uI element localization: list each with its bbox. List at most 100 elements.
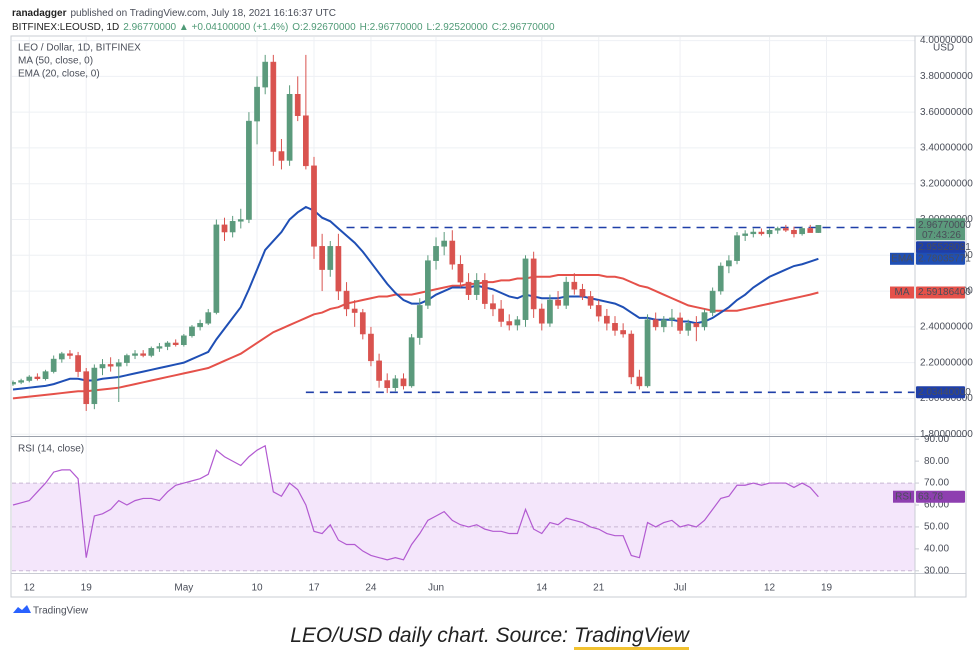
logo-text: TradingView bbox=[33, 606, 89, 617]
price-line-badge bbox=[916, 241, 965, 254]
candle-body bbox=[538, 308, 545, 324]
x-tick-label: 19 bbox=[821, 583, 833, 594]
ohlc-high: H:2.96770000 bbox=[360, 22, 423, 33]
ma-badge bbox=[916, 252, 965, 265]
candle-body bbox=[319, 246, 325, 270]
candle-body bbox=[506, 321, 513, 326]
x-tick-label: 17 bbox=[308, 583, 320, 594]
y-tick-label: 1.80000000 bbox=[920, 429, 973, 440]
candle-body bbox=[604, 315, 610, 324]
x-tick-label: 24 bbox=[365, 583, 377, 594]
candle-body bbox=[376, 360, 382, 381]
ma-badge-label: 2.59186400 bbox=[918, 287, 971, 298]
candle-body bbox=[815, 225, 822, 233]
candle-body bbox=[620, 330, 626, 335]
candle-body bbox=[774, 228, 781, 231]
caption: LEO/USD daily chart. Source: TradingView bbox=[0, 624, 979, 650]
price-pane bbox=[12, 54, 915, 411]
candle-body bbox=[652, 319, 659, 328]
candle-body bbox=[441, 240, 448, 247]
candle-body bbox=[229, 221, 236, 233]
caption-source[interactable]: TradingView bbox=[573, 624, 689, 650]
candle-body bbox=[246, 120, 252, 220]
candle-body bbox=[498, 308, 504, 322]
ma-name: EMA bbox=[891, 253, 913, 264]
candle-body bbox=[18, 380, 24, 383]
candle-body bbox=[164, 342, 171, 347]
candle-body bbox=[368, 333, 374, 362]
candle-body bbox=[660, 319, 667, 328]
price-line-badge-label: 2.03440000 bbox=[918, 387, 971, 398]
price-line-badge-label: 2.95528081 bbox=[918, 242, 971, 253]
candle-body bbox=[67, 353, 73, 356]
rsi-badge-label: 63.78 bbox=[918, 491, 943, 502]
candle-body bbox=[514, 319, 521, 326]
candle-body bbox=[758, 231, 765, 235]
ma-badge-label: 2.78035771 bbox=[918, 253, 971, 264]
candle-body bbox=[425, 260, 431, 306]
candle-body bbox=[156, 346, 163, 349]
price-line-badge bbox=[916, 386, 965, 399]
candle-body bbox=[58, 353, 65, 360]
ma-line bbox=[12, 273, 819, 400]
x-tick-label: 21 bbox=[593, 583, 605, 594]
candle-body bbox=[140, 353, 147, 356]
candle-body bbox=[384, 380, 391, 388]
candle-body bbox=[303, 115, 309, 167]
candle-body bbox=[12, 382, 16, 385]
candle-body bbox=[595, 305, 602, 317]
candle-body bbox=[677, 317, 683, 331]
candle-body bbox=[270, 61, 277, 152]
candle-body bbox=[782, 228, 789, 231]
candle-body bbox=[189, 326, 195, 337]
ma-line bbox=[12, 205, 819, 391]
ma-name: MA bbox=[895, 287, 910, 298]
rsi-name: RSI bbox=[895, 491, 912, 502]
rsi-tick-label: 40.00 bbox=[924, 544, 949, 555]
candle-body bbox=[726, 260, 732, 267]
candle-body bbox=[115, 362, 122, 367]
candle-body bbox=[392, 378, 399, 388]
candle-body bbox=[612, 323, 618, 331]
x-tick-label: 14 bbox=[536, 583, 548, 594]
candle-body bbox=[197, 323, 203, 328]
symbol: BITFINEX:LEOUSD, 1D bbox=[12, 22, 119, 33]
ma-badge bbox=[916, 286, 965, 299]
x-tick-label: 10 bbox=[251, 583, 263, 594]
x-tick-label: May bbox=[174, 583, 193, 594]
candle-body bbox=[50, 358, 57, 372]
candle-body bbox=[717, 265, 724, 292]
legend: LEO / Dollar, 1D, BITFINEX MA (50, close… bbox=[18, 43, 141, 455]
tradingview-logo: TradingView bbox=[13, 605, 89, 617]
ohlc-low: L:2.92520000 bbox=[427, 22, 489, 33]
candle-body bbox=[327, 246, 334, 270]
ma-name-badge bbox=[890, 252, 914, 265]
chart: ranadagger published on TradingView.com, … bbox=[10, 8, 973, 617]
candle-body bbox=[172, 342, 179, 345]
candle-body bbox=[408, 337, 415, 387]
candle-body bbox=[180, 335, 187, 345]
legend-ema: EMA (20, close, 0) bbox=[18, 69, 100, 80]
rsi-pane bbox=[12, 444, 915, 572]
candle-body bbox=[457, 263, 464, 283]
change: 2.96770000 ▲ +0.04100000 (+1.4%) bbox=[123, 22, 288, 33]
x-tick-label: 19 bbox=[81, 583, 93, 594]
header-line: ranadagger published on TradingView.com, … bbox=[12, 8, 336, 19]
candle-body bbox=[807, 228, 814, 233]
y-tick-label: 4.00000000 bbox=[920, 35, 973, 46]
candle-body bbox=[750, 231, 757, 235]
last-price-badge bbox=[916, 218, 965, 241]
candle-body bbox=[400, 378, 407, 387]
ohlc-open: O:2.92670000 bbox=[292, 22, 356, 33]
currency: USD bbox=[933, 43, 954, 54]
rsi-tick-label: 30.00 bbox=[924, 565, 949, 576]
candle-body bbox=[628, 333, 635, 378]
candle-body bbox=[254, 86, 260, 122]
candle-body bbox=[262, 61, 269, 88]
candle-body bbox=[791, 229, 797, 235]
rsi-tick-label: 70.00 bbox=[924, 478, 949, 489]
author: ranadagger bbox=[12, 8, 67, 19]
candle-body bbox=[693, 323, 700, 328]
legend-rsi: RSI (14, close) bbox=[18, 444, 84, 455]
